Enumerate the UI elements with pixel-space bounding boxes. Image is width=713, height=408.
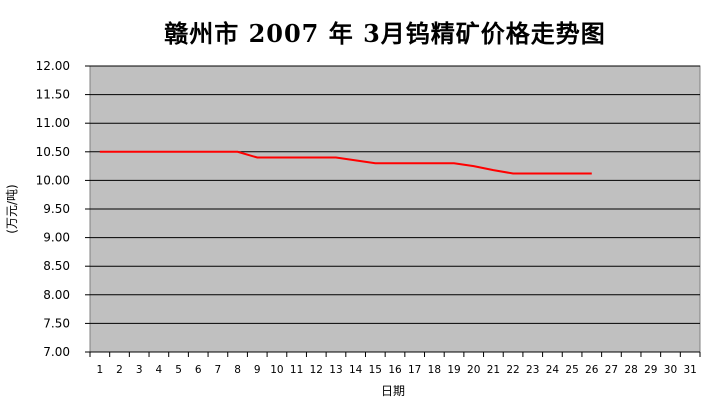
y-tick-label: 8.50 bbox=[43, 259, 70, 273]
x-tick-label: 5 bbox=[175, 364, 182, 376]
x-tick-label: 27 bbox=[605, 364, 618, 376]
x-axis-label: 日期 bbox=[381, 384, 405, 398]
y-tick-label: 8.00 bbox=[43, 288, 70, 302]
y-tick-label: 11.00 bbox=[36, 116, 70, 130]
x-tick-label: 14 bbox=[349, 364, 363, 376]
x-tick-label: 30 bbox=[664, 364, 677, 376]
x-tick-label: 21 bbox=[487, 364, 500, 376]
y-tick-label: 7.00 bbox=[43, 345, 70, 359]
y-tick-label: 9.00 bbox=[43, 231, 70, 245]
x-tick-label: 11 bbox=[290, 364, 303, 376]
x-tick-label: 23 bbox=[526, 364, 539, 376]
x-tick-label: 28 bbox=[624, 364, 637, 376]
y-tick-label: 11.50 bbox=[36, 88, 70, 102]
series-lines bbox=[99, 150, 592, 175]
x-tick-label: 3 bbox=[136, 364, 143, 376]
y-tick-label: 9.50 bbox=[43, 202, 70, 216]
x-tick-label: 13 bbox=[329, 364, 342, 376]
y-tick-label: 12.00 bbox=[36, 59, 70, 73]
x-tick-label: 17 bbox=[408, 364, 421, 376]
y-axis-label: (万元/吨) bbox=[5, 184, 19, 233]
x-tick-label: 16 bbox=[388, 364, 402, 376]
x-tick-label: 15 bbox=[369, 364, 382, 376]
x-tick-label: 26 bbox=[585, 364, 599, 376]
y-tick-label: 10.00 bbox=[36, 173, 70, 187]
y-axis-ticks: 7.00 7.50 8.00 8.50 9.00 9.50 10.00 10.50 11.00 1… bbox=[36, 59, 90, 359]
x-tick-label: 31 bbox=[683, 364, 696, 376]
x-tick-label: 22 bbox=[506, 364, 519, 376]
x-tick-label: 20 bbox=[467, 364, 480, 376]
x-tick-label: 2 bbox=[116, 364, 123, 376]
x-tick-label: 7 bbox=[215, 364, 222, 376]
x-tick-label: 6 bbox=[195, 364, 202, 376]
x-axis-ticks: 1 2 3 4 5 6 7 8 9 10 11 12 13 14 15 16 17 18 19 20 21 22 23 24 2… bbox=[89, 352, 701, 376]
x-tick-label: 25 bbox=[565, 364, 578, 376]
x-tick-label: 10 bbox=[270, 364, 283, 376]
x-tick-label: 9 bbox=[254, 364, 261, 376]
x-tick-label: 29 bbox=[644, 364, 657, 376]
y-tick-label: 10.50 bbox=[36, 145, 70, 159]
series-line bbox=[99, 150, 592, 175]
x-tick-label: 24 bbox=[546, 364, 560, 376]
x-tick-label: 19 bbox=[447, 364, 460, 376]
x-tick-label: 18 bbox=[428, 364, 441, 376]
x-tick-label: 8 bbox=[234, 364, 241, 376]
x-tick-label: 1 bbox=[96, 364, 103, 376]
y-tick-label: 7.50 bbox=[43, 316, 70, 330]
gridlines bbox=[90, 65, 700, 353]
x-tick-label: 12 bbox=[310, 364, 323, 376]
x-tick-label: 4 bbox=[156, 364, 163, 376]
chart-title: 赣州市 2007 年 3月钨精矿价格走势图 bbox=[164, 19, 606, 48]
